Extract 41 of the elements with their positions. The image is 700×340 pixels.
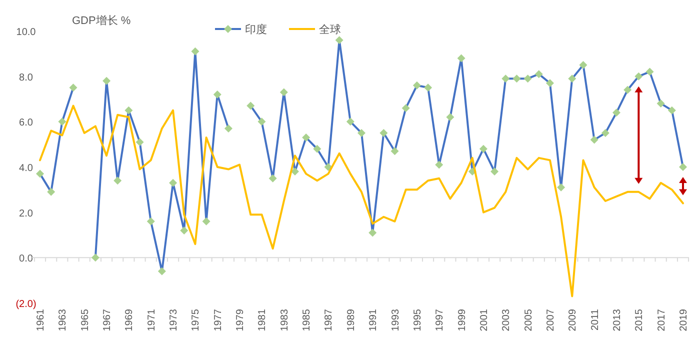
x-tick-label: 2009 — [568, 308, 579, 332]
x-tick-label: 1969 — [124, 308, 136, 332]
x-tick-label: 2003 — [501, 308, 512, 332]
y-tick-label: (2.0) — [16, 299, 36, 310]
x-tick-label: 1997 — [434, 308, 446, 332]
x-tick-label: 1961 — [36, 308, 46, 332]
x-tick-label: 1987 — [324, 308, 335, 332]
legend-label: 印度 — [245, 23, 267, 36]
y-tick-label: 4.0 — [19, 163, 34, 174]
x-tick-label: 2011 — [590, 308, 601, 331]
legend-label: 全球 — [319, 23, 341, 36]
y-tick-label: 6.0 — [19, 118, 34, 129]
chart-title: GDP增长 % — [72, 14, 131, 27]
y-tick-label: 10.0 — [16, 27, 36, 38]
x-tick-label: 1983 — [279, 308, 290, 332]
x-tick-label: 1993 — [390, 308, 402, 332]
x-tick-label: 1999 — [456, 308, 468, 332]
y-tick-label: 2.0 — [19, 208, 34, 220]
x-tick-label: 2015 — [634, 308, 646, 332]
x-tick-label: 1979 — [235, 308, 246, 332]
x-tick-label: 2013 — [612, 308, 623, 332]
x-tick-label: 2017 — [656, 308, 668, 332]
line-series — [39, 104, 684, 298]
x-tick-label: 1963 — [58, 308, 69, 332]
y-tick-label: 8.0 — [19, 72, 34, 84]
x-tick-label: 2019 — [678, 308, 690, 332]
x-tick-label: 1975 — [190, 308, 202, 332]
x-tick-label: 1981 — [257, 308, 268, 332]
x-tick-label: 1965 — [80, 308, 91, 332]
x-tick-label: 2007 — [545, 308, 556, 332]
x-tick-label: 1985 — [302, 308, 313, 332]
x-tick-label: 1967 — [102, 308, 114, 332]
x-tick-label: 1977 — [212, 308, 224, 332]
x-tick-label: 2005 — [523, 308, 534, 332]
x-tick-label: 2001 — [478, 308, 490, 332]
x-tick-label: 1973 — [168, 308, 180, 332]
x-tick-label: 1971 — [146, 308, 158, 332]
x-tick-label: 1995 — [412, 308, 424, 332]
y-tick-label: 0.0 — [19, 254, 34, 265]
x-tick-label: 1991 — [368, 308, 380, 332]
x-tick-label: 1989 — [346, 308, 357, 332]
